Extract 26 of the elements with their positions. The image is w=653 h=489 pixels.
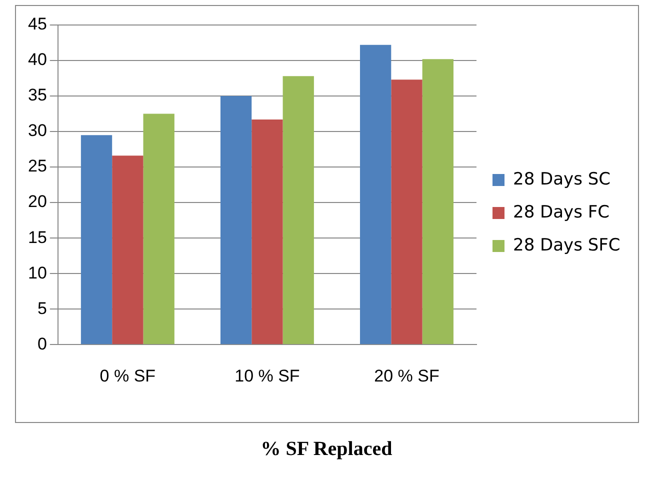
y-tick-label: 25 (28, 156, 47, 176)
bar (220, 96, 252, 344)
bar (422, 59, 454, 344)
bar (252, 119, 283, 344)
y-tick-label: 5 (37, 298, 47, 318)
bar (391, 80, 422, 344)
bar (143, 114, 174, 344)
x-tick-label: 0 % SF (100, 366, 156, 386)
y-tick-label: 20 (28, 192, 47, 212)
bar (360, 44, 392, 344)
x-axis-title: % SF Replaced (260, 438, 394, 461)
bar (282, 76, 314, 344)
y-tick-label: 35 (28, 86, 47, 105)
legend-label: 28 Days FC (513, 202, 610, 222)
x-tick-label: 10 % SF (234, 366, 300, 386)
y-tick-label: 15 (28, 228, 47, 247)
y-tick-label: 30 (28, 121, 47, 140)
legend-label: 28 Days SFC (513, 235, 620, 256)
y-tick-label: 10 (28, 263, 47, 282)
legend-label: 28 Days SC (513, 169, 611, 190)
y-tick-label: 0 (37, 334, 47, 354)
bar (80, 135, 112, 344)
x-tick-label: 20 % SF (374, 366, 440, 386)
bar (112, 156, 144, 344)
y-tick-label: 40 (28, 50, 47, 70)
y-tick-label: 45 (28, 14, 47, 34)
